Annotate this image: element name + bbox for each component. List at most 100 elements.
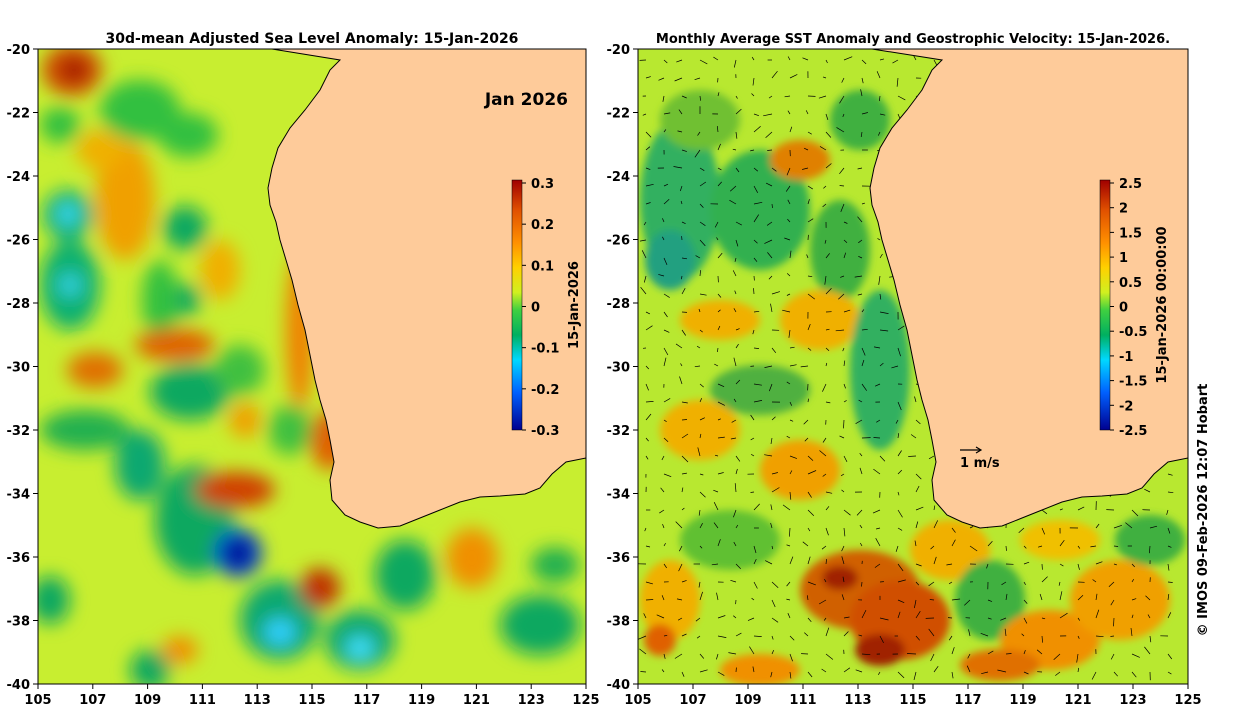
- velocity-vector: [930, 545, 935, 550]
- velocity-vector: [825, 627, 830, 637]
- velocity-vector: [861, 112, 868, 115]
- velocity-vector: [645, 437, 649, 442]
- velocity-vector: [1131, 653, 1140, 658]
- velocity-vector: [789, 346, 795, 349]
- velocity-vector: [788, 329, 791, 338]
- velocity-vector: [842, 576, 845, 583]
- x-tick-label: 111: [189, 693, 216, 708]
- velocity-vector: [1023, 617, 1028, 624]
- y-tick-label: -28: [607, 297, 631, 312]
- velocity-vector: [733, 59, 737, 68]
- velocity-vector: [663, 257, 668, 266]
- velocity-vector: [786, 544, 791, 547]
- velocity-vector: [699, 239, 706, 247]
- velocity-vector: [897, 95, 906, 101]
- velocity-vector: [1095, 593, 1098, 601]
- velocity-vector: [824, 239, 827, 244]
- velocity-vector: [951, 539, 956, 547]
- velocity-vector: [997, 669, 1007, 673]
- velocity-vector: [789, 653, 793, 662]
- velocity-vector: [750, 491, 755, 493]
- velocity-vector: [789, 401, 793, 406]
- velocity-vector: [767, 252, 773, 259]
- velocity-vector: [661, 669, 665, 673]
- velocity-vector: [717, 539, 721, 547]
- velocity-vector: [878, 275, 881, 285]
- velocity-vector: [859, 542, 863, 547]
- velocity-vector: [969, 545, 978, 552]
- velocity-vector: [841, 489, 845, 493]
- velocity-vector: [933, 665, 939, 673]
- velocity-vector: [928, 628, 935, 637]
- velocity-vector: [681, 329, 686, 336]
- velocity-vector: [1041, 576, 1048, 583]
- velocity-vector: [681, 487, 684, 493]
- velocity-vector: [861, 359, 865, 367]
- left-colorbar: [511, 179, 523, 431]
- velocity-vector: [699, 167, 705, 171]
- colorbar-tick-label: 2: [1119, 202, 1128, 217]
- velocity-vector: [771, 545, 774, 550]
- velocity-vector: [697, 131, 701, 136]
- velocity-vector: [767, 149, 773, 151]
- velocity-vector: [1110, 599, 1115, 606]
- velocity-vector: [661, 455, 665, 461]
- x-tick-label: 115: [298, 693, 325, 708]
- velocity-vector: [1023, 649, 1026, 655]
- velocity-vector: [854, 275, 863, 278]
- velocity-vector: [681, 275, 683, 280]
- velocity-vector: [694, 365, 701, 368]
- velocity-vector: [897, 469, 903, 475]
- velocity-vector: [679, 185, 683, 192]
- velocity-vector: [729, 185, 737, 192]
- velocity-vector: [855, 419, 863, 425]
- velocity-vector: [858, 399, 863, 403]
- velocity-vector: [861, 202, 866, 205]
- velocity-vector: [659, 509, 665, 514]
- colorbar-tick-label: -0.1: [531, 342, 559, 357]
- y-tick-label: -26: [7, 234, 31, 249]
- velocity-vector: [843, 309, 851, 313]
- velocity-vector: [1039, 593, 1043, 601]
- velocity-vector: [717, 671, 725, 676]
- velocity-vector: [807, 491, 812, 498]
- velocity-vector: [699, 293, 707, 296]
- velocity-vector: [789, 126, 793, 133]
- velocity-vector: [840, 275, 845, 278]
- velocity-vector: [1166, 509, 1169, 515]
- velocity-vector: [933, 520, 939, 529]
- velocity-vector: [782, 504, 791, 511]
- velocity-vector: [645, 131, 652, 138]
- velocity-vector: [753, 383, 762, 386]
- velocity-vector: [875, 538, 881, 547]
- velocity-vector: [878, 671, 881, 675]
- velocity-vector: [1113, 524, 1123, 529]
- velocity-vector: [1147, 614, 1151, 619]
- velocity-vector: [822, 76, 827, 79]
- velocity-vector: [914, 396, 917, 403]
- velocity-vector: [879, 253, 883, 259]
- velocity-vector: [1005, 653, 1012, 655]
- x-tick-label: 123: [1119, 693, 1146, 708]
- australia-landmass: [267, 49, 586, 529]
- velocity-vector: [839, 167, 845, 175]
- velocity-vector: [1131, 671, 1137, 678]
- velocity-vector: [676, 598, 683, 601]
- velocity-vector: [1131, 598, 1137, 601]
- velocity-vector: [1023, 561, 1030, 565]
- velocity-vector: [677, 617, 683, 621]
- velocity-vector: [822, 383, 827, 392]
- velocity-vector: [643, 613, 647, 619]
- velocity-vector: [948, 635, 953, 641]
- x-tick-label: 109: [134, 693, 161, 708]
- velocity-vector: [735, 563, 741, 569]
- velocity-vector: [784, 237, 791, 241]
- velocity-vector: [734, 257, 737, 262]
- velocity-vector: [1131, 614, 1134, 619]
- velocity-vector: [928, 581, 935, 587]
- velocity-vector: [879, 455, 886, 462]
- velocity-vector: [696, 345, 701, 349]
- right-colorbar-label: 15-Jan-2026 00:00:00: [1155, 226, 1170, 383]
- velocity-vector: [879, 95, 881, 102]
- left-panel-title: 30d-mean Adjusted Sea Level Anomaly: 15-…: [106, 31, 519, 47]
